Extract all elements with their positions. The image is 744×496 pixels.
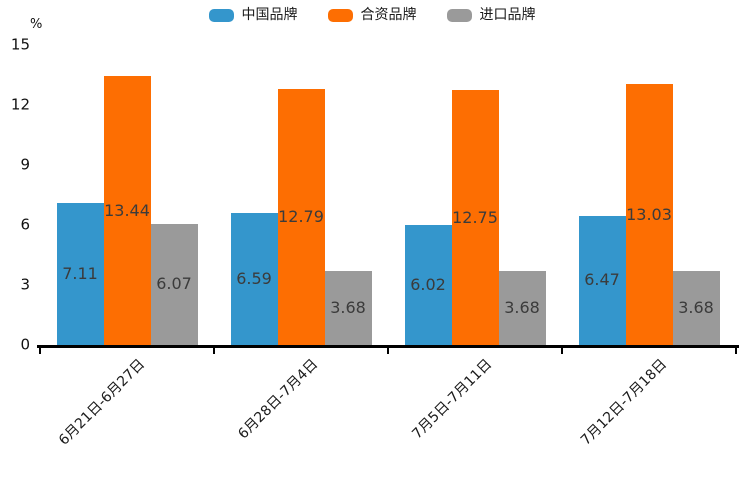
y-tick-label: 15: [10, 35, 30, 54]
bar-value-label: 6.02: [410, 274, 446, 294]
x-axis-tick: [561, 347, 563, 354]
bar-value-label: 3.68: [678, 298, 714, 318]
bar-value-label: 6.59: [236, 269, 272, 289]
x-category-label: 6月21日-6月27日: [55, 356, 148, 449]
bar-series-1-group-1: [56, 202, 104, 345]
bar-series-2-group-3: [451, 90, 499, 345]
bar-value-label: 7.11: [62, 263, 98, 283]
bar-value-label: 3.68: [330, 298, 366, 318]
bar-value-label: 6.47: [584, 270, 620, 290]
legend-label: 合资品牌: [360, 7, 417, 23]
y-tick-label: 6: [20, 215, 30, 234]
bar-value-label: 3.68: [504, 298, 540, 318]
x-axis-line: [37, 345, 739, 348]
x-axis-tick: [735, 347, 737, 354]
y-tick-label: 3: [20, 275, 30, 294]
x-axis-tick: [387, 347, 389, 354]
bar-value-label: 13.03: [626, 204, 672, 224]
x-axis-tick: [213, 347, 215, 354]
bar-series-1-group-3: [404, 224, 452, 345]
bar-series-3-group-4: [672, 271, 720, 345]
x-category-label: 7月5日-7月11日: [409, 356, 496, 443]
bar-value-label: 12.79: [278, 207, 324, 227]
legend-item-series-3[interactable]: 进口品牌: [446, 7, 536, 23]
x-category-label: 7月12日-7月18日: [577, 356, 670, 449]
bar-series-1-group-2: [230, 213, 278, 345]
bar-value-label: 13.44: [104, 200, 150, 220]
legend-swatch-icon: [446, 8, 472, 22]
bar-series-3-group-2: [324, 271, 372, 345]
legend-swatch-icon: [208, 8, 234, 22]
bar-value-label: 6.07: [156, 274, 192, 294]
x-axis-tick: [39, 347, 41, 354]
y-tick-label: 0: [20, 335, 30, 354]
x-category-label: 6月28日-7月4日: [235, 356, 322, 443]
bar-series-1-group-4: [578, 215, 626, 345]
bar-value-label: 12.75: [452, 207, 498, 227]
bar-series-2-group-4: [625, 84, 673, 345]
bar-series-3-group-3: [498, 271, 546, 345]
legend-label: 进口品牌: [479, 7, 536, 23]
bar-series-3-group-1: [150, 223, 198, 345]
legend-item-series-2[interactable]: 合资品牌: [327, 7, 417, 23]
y-tick-label: 9: [20, 155, 30, 174]
legend-label: 中国品牌: [241, 7, 298, 23]
chart-legend: 中国品牌 合资品牌 进口品牌: [0, 8, 744, 22]
y-tick-label: 12: [10, 95, 30, 114]
bar-series-2-group-2: [277, 89, 325, 345]
bar-series-2-group-1: [103, 76, 151, 345]
legend-item-series-1[interactable]: 中国品牌: [208, 7, 298, 23]
y-axis-unit-label: %: [30, 17, 43, 32]
legend-swatch-icon: [327, 8, 353, 22]
